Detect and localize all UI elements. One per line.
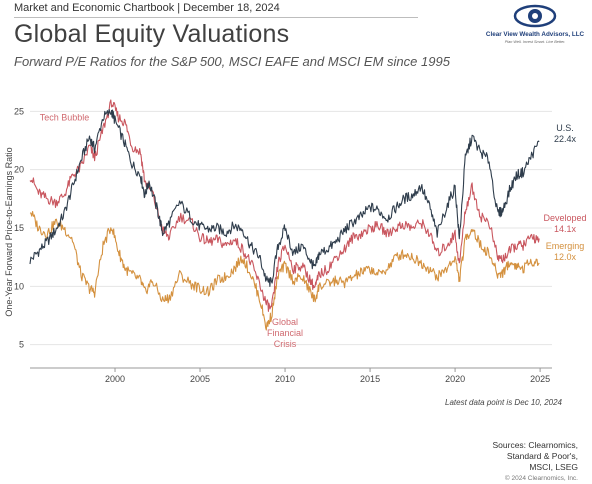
x-tick-label: 2010: [275, 374, 295, 384]
series-name-label: Developed: [543, 213, 586, 223]
company-logo: Clear View Wealth Advisors, LLC Plan Wel…: [482, 2, 588, 46]
header-divider: [14, 17, 418, 18]
sources-line: Sources: Clearnomics,: [492, 440, 578, 450]
series-name-label: U.S.: [556, 123, 574, 133]
copyright: © 2024 Clearnomics, Inc.: [504, 475, 578, 482]
annotation-tech-bubble: Tech Bubble: [40, 113, 90, 123]
x-tick-label: 2000: [105, 374, 125, 384]
logo-tagline: Plan Well. Invest Smart. Live Better.: [505, 40, 566, 44]
y-tick-label: 15: [14, 223, 24, 233]
annotation-gfc-line: Crisis: [274, 339, 297, 349]
series-value-label: 12.0x: [554, 252, 577, 262]
series-line-emerging: [29, 210, 540, 331]
x-tick-label: 2020: [445, 374, 465, 384]
series-line-developed: [29, 99, 540, 312]
x-tick-label: 2015: [360, 374, 380, 384]
logo-name: Clear View Wealth Advisors, LLC: [486, 31, 585, 38]
y-tick-label: 5: [19, 340, 24, 350]
chart-title: Global Equity Valuations: [14, 20, 290, 48]
x-tick-labels: 2000 2005 2010 2015 2020 2025: [105, 368, 550, 384]
latest-data-note: Latest data point is Dec 10, 2024: [445, 398, 562, 407]
y-tick-label: 10: [14, 281, 24, 291]
annotation-gfc-line: Financial: [267, 328, 303, 338]
sources-line: MSCI, LSEG: [529, 462, 578, 472]
eye-logo-icon: [513, 4, 557, 28]
series-value-label: 22.4x: [554, 134, 577, 144]
y-tick-label: 25: [14, 106, 24, 116]
y-tick-label: 20: [14, 165, 24, 175]
chartbook-header: Market and Economic Chartbook | December…: [14, 2, 280, 14]
series-value-label: 14.1x: [554, 224, 577, 234]
sources-block: Sources: Clearnomics, Standard & Poor's,…: [438, 440, 578, 484]
series-line-us: [29, 108, 540, 287]
series-lines: [29, 99, 540, 331]
sources-line: Standard & Poor's,: [506, 451, 578, 461]
annotation-gfc-line: Global: [272, 317, 298, 327]
chart-subtitle: Forward P/E Ratios for the S&P 500, MSCI…: [14, 54, 450, 69]
y-tick-labels: 5 10 15 20 25: [14, 106, 24, 349]
x-tick-label: 2005: [190, 374, 210, 384]
x-tick-label: 2025: [530, 374, 550, 384]
series-name-label: Emerging: [546, 241, 585, 251]
